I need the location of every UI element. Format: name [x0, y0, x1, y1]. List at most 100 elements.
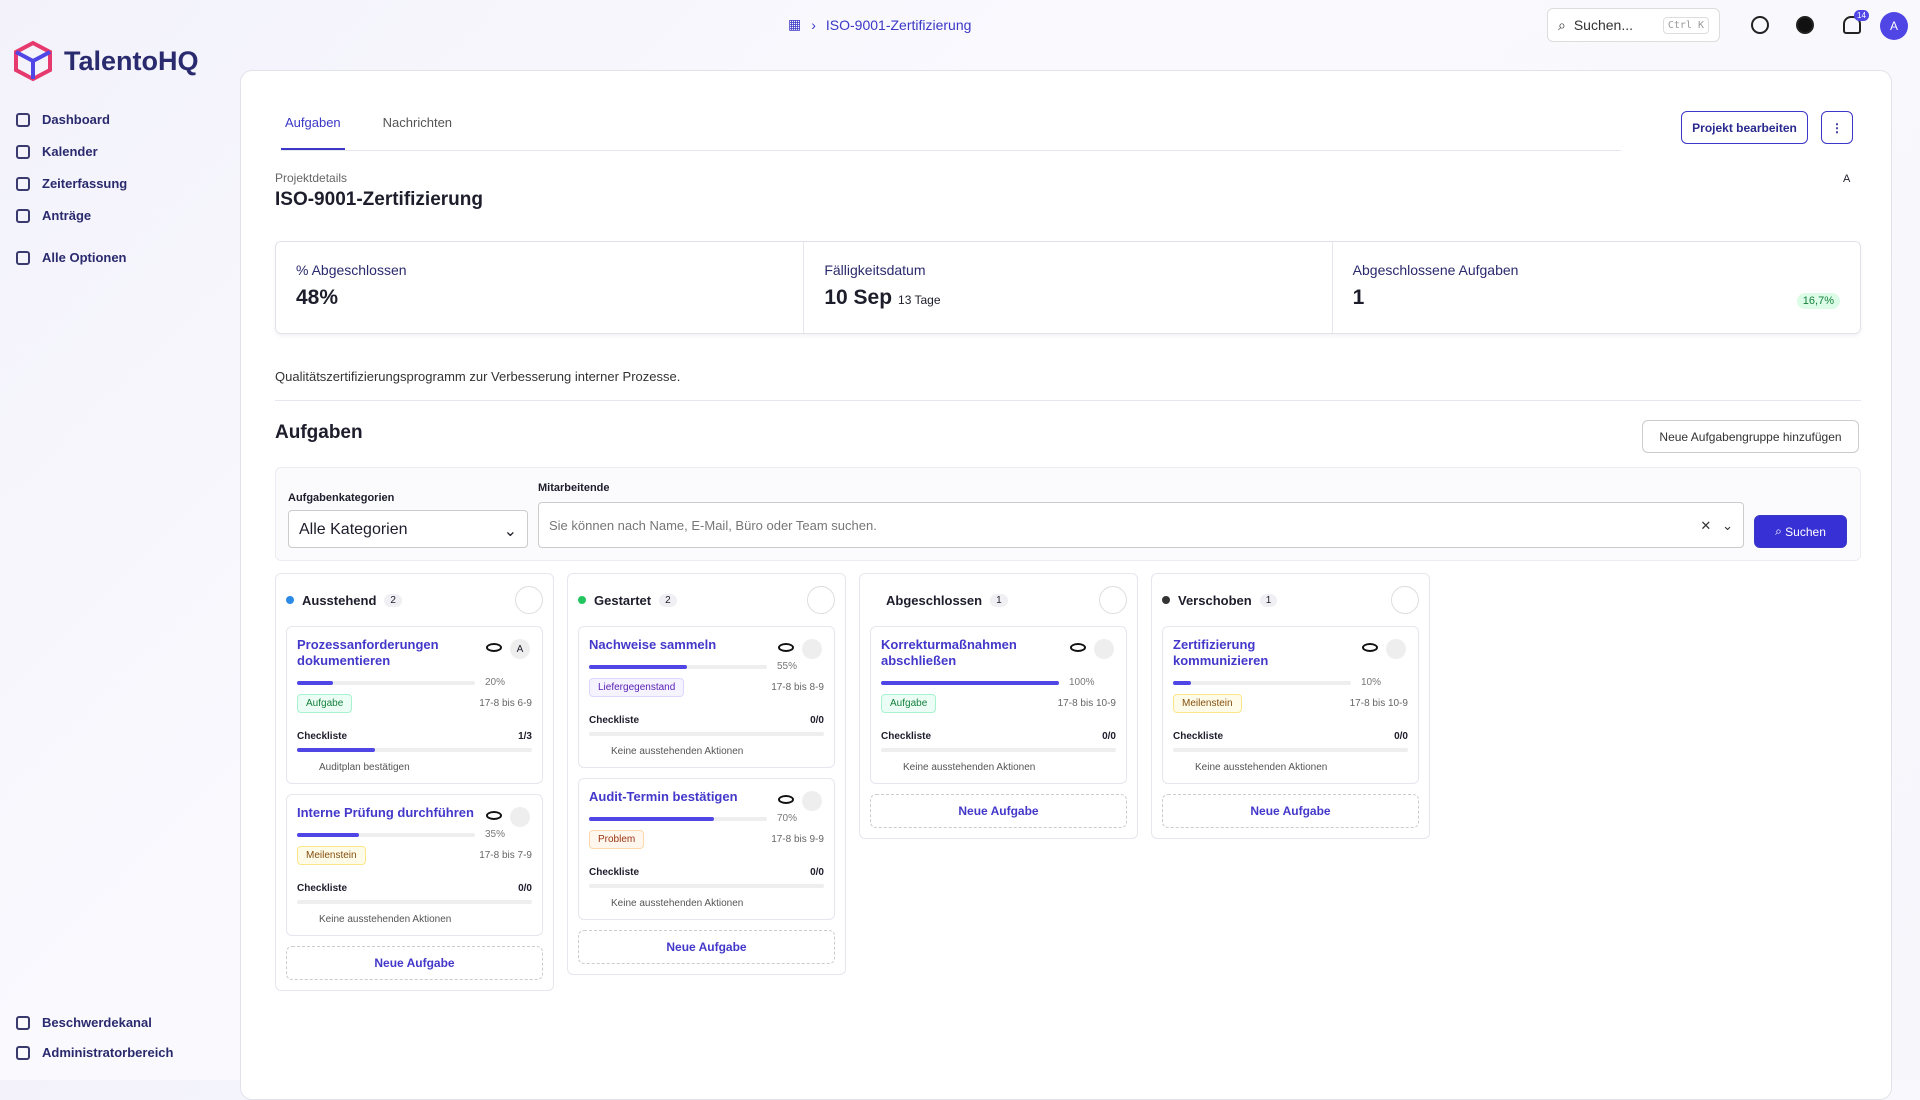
progress-label: 70% [777, 813, 798, 824]
status-dot [870, 596, 878, 604]
nav-item[interactable]: Dashboard [16, 112, 110, 127]
checklist-label: Checkliste [1173, 731, 1224, 742]
view-icon[interactable] [778, 795, 794, 804]
view-icon[interactable] [778, 643, 794, 652]
type-tag: Meilenstein [297, 846, 366, 865]
progress-fill [1173, 680, 1191, 685]
checklist-track [1173, 748, 1408, 752]
type-tag: Aufgabe [297, 694, 353, 713]
assignee: A [510, 639, 530, 659]
notifications[interactable] [1843, 16, 1861, 34]
stat-number: 1 [1352, 286, 1365, 309]
checklist: Checkliste 1/3 [297, 731, 532, 742]
nav-item[interactable]: Zeiterfassung [16, 176, 127, 191]
progress-track [297, 680, 475, 685]
search[interactable]: ⌕ Suchen... Ctrl K [1547, 8, 1720, 42]
clear-chevron: ✕ ⌄ [1700, 518, 1733, 533]
stat-card: Abgeschlossene Aufgaben 1 16,7% [1333, 242, 1860, 333]
progress: 20% [297, 677, 532, 688]
category-select[interactable]: Alle Kategorien ⌄ [288, 510, 528, 548]
dates: 17-8 bis 9-9 [771, 834, 824, 845]
breadcrumb-item[interactable]: ISO-9001-Zertifizierung [825, 16, 972, 33]
task-card: Audit-Termin bestätigen 70% Problem 17-8 bi… [578, 778, 835, 920]
checklist-label: Checkliste [297, 731, 348, 742]
nav-icon [16, 144, 30, 159]
view-icon[interactable] [486, 643, 502, 652]
task-title[interactable]: Nachweise sammeln [589, 637, 717, 652]
task-title[interactable]: Prozessanforderungen dokumentieren [297, 637, 439, 668]
edit-button[interactable]: Projekt bearbeiten [1681, 111, 1808, 144]
task-title[interactable]: Interne Prüfung durchführen [297, 805, 474, 820]
progress-track [297, 832, 475, 837]
stat-label: Abgeschlossene Aufgaben [1352, 262, 1519, 278]
view-icon[interactable] [1070, 643, 1086, 652]
avatar[interactable]: A [1880, 12, 1908, 40]
nav-label: Anträge [42, 208, 92, 223]
checklist-label: Checkliste [297, 883, 348, 894]
view-icon[interactable] [486, 811, 502, 820]
checklist: Checkliste 0/0 [297, 883, 532, 894]
stat-number: 48% [296, 286, 339, 309]
add-task-button[interactable]: Neue Aufgabe [870, 794, 1127, 828]
progress-track [589, 816, 767, 821]
dates: 17-8 bis 6-9 [479, 698, 532, 709]
tab[interactable]: Nachrichten [382, 115, 453, 130]
task-card: Interne Prüfung durchführen 35% Meilenstei… [286, 794, 543, 936]
assignee-avatar [802, 639, 822, 659]
column-menu[interactable] [807, 586, 835, 614]
progress-label: 20% [485, 677, 506, 688]
checklist-track [881, 748, 1116, 752]
nav-item[interactable]: Beschwerdekanal [16, 1015, 152, 1030]
add-task-button[interactable]: Neue Aufgabe [286, 946, 543, 980]
column-title: Verschoben [1178, 592, 1252, 608]
nav-icon [16, 1015, 30, 1030]
stat-value: 1 [1353, 286, 1840, 310]
column-count: 1 [1259, 593, 1278, 607]
progress: 70% [589, 813, 824, 824]
checklist: Checkliste 0/0 [881, 731, 1116, 742]
progress: 35% [297, 829, 532, 840]
task-title[interactable]: Zertifizierung kommunizieren [1173, 637, 1269, 668]
column-menu[interactable] [515, 586, 543, 614]
search-button[interactable]: ⌕ Suchen [1754, 515, 1847, 548]
add-task-button[interactable]: Neue Aufgabe [1162, 794, 1419, 828]
meta: Aufgabe 17-8 bis 6-9 [297, 694, 532, 713]
checklist-track [589, 884, 824, 888]
stat-badge: 16,7% [1796, 293, 1840, 309]
meta: Meilenstein 17-8 bis 10-9 [1173, 694, 1408, 713]
meta: Liefergegenstand 17-8 bis 8-9 [589, 678, 824, 697]
action: Keine ausstehenden Aktionen [903, 762, 1036, 773]
checklist-track [589, 732, 824, 736]
progress: 100% [881, 677, 1116, 688]
assignee-avatar [1386, 639, 1406, 659]
help[interactable] [1796, 16, 1814, 34]
column-menu[interactable] [1099, 586, 1127, 614]
nav-label: Dashboard [42, 112, 110, 127]
add-group-button[interactable]: Neue Aufgabengruppe hinzufügen [1642, 420, 1859, 453]
nav-item[interactable]: Kalender [16, 144, 98, 159]
nav-label: Zeiterfassung [42, 176, 128, 191]
add-task-button[interactable]: Neue Aufgabe [578, 930, 835, 964]
column-menu[interactable] [1391, 586, 1419, 614]
settings[interactable] [1751, 16, 1769, 34]
type-tag: Aufgabe [881, 694, 937, 713]
column-header: Abgeschlossen 1 [870, 574, 1127, 626]
action: Keine ausstehenden Aktionen [611, 898, 744, 909]
search-placeholder: Suchen... [1573, 17, 1633, 33]
nav-item[interactable]: Alle Optionen [16, 250, 127, 265]
tab[interactable]: Aufgaben [281, 101, 345, 150]
more-button[interactable]: ⋮ [1821, 111, 1853, 144]
view-icon[interactable] [1362, 643, 1378, 652]
progress-fill [589, 816, 714, 821]
nav-item[interactable]: Administratorbereich [16, 1045, 173, 1060]
employee-input[interactable]: Sie können nach Name, E-Mail, Büro oder … [538, 502, 1744, 548]
checklist: Checkliste 0/0 [589, 867, 824, 878]
task-title[interactable]: Audit-Termin bestätigen [589, 789, 738, 804]
nav-icon [16, 112, 30, 127]
nav-item[interactable]: Anträge [16, 208, 91, 223]
task-title[interactable]: Korrekturmaßnahmen abschließen [881, 637, 1017, 668]
filter-label: Mitarbeitende [538, 482, 610, 494]
action: Keine ausstehenden Aktionen [1195, 762, 1328, 773]
stat-label: Fälligkeitsdatum [824, 262, 926, 278]
progress-label: 10% [1361, 677, 1382, 688]
